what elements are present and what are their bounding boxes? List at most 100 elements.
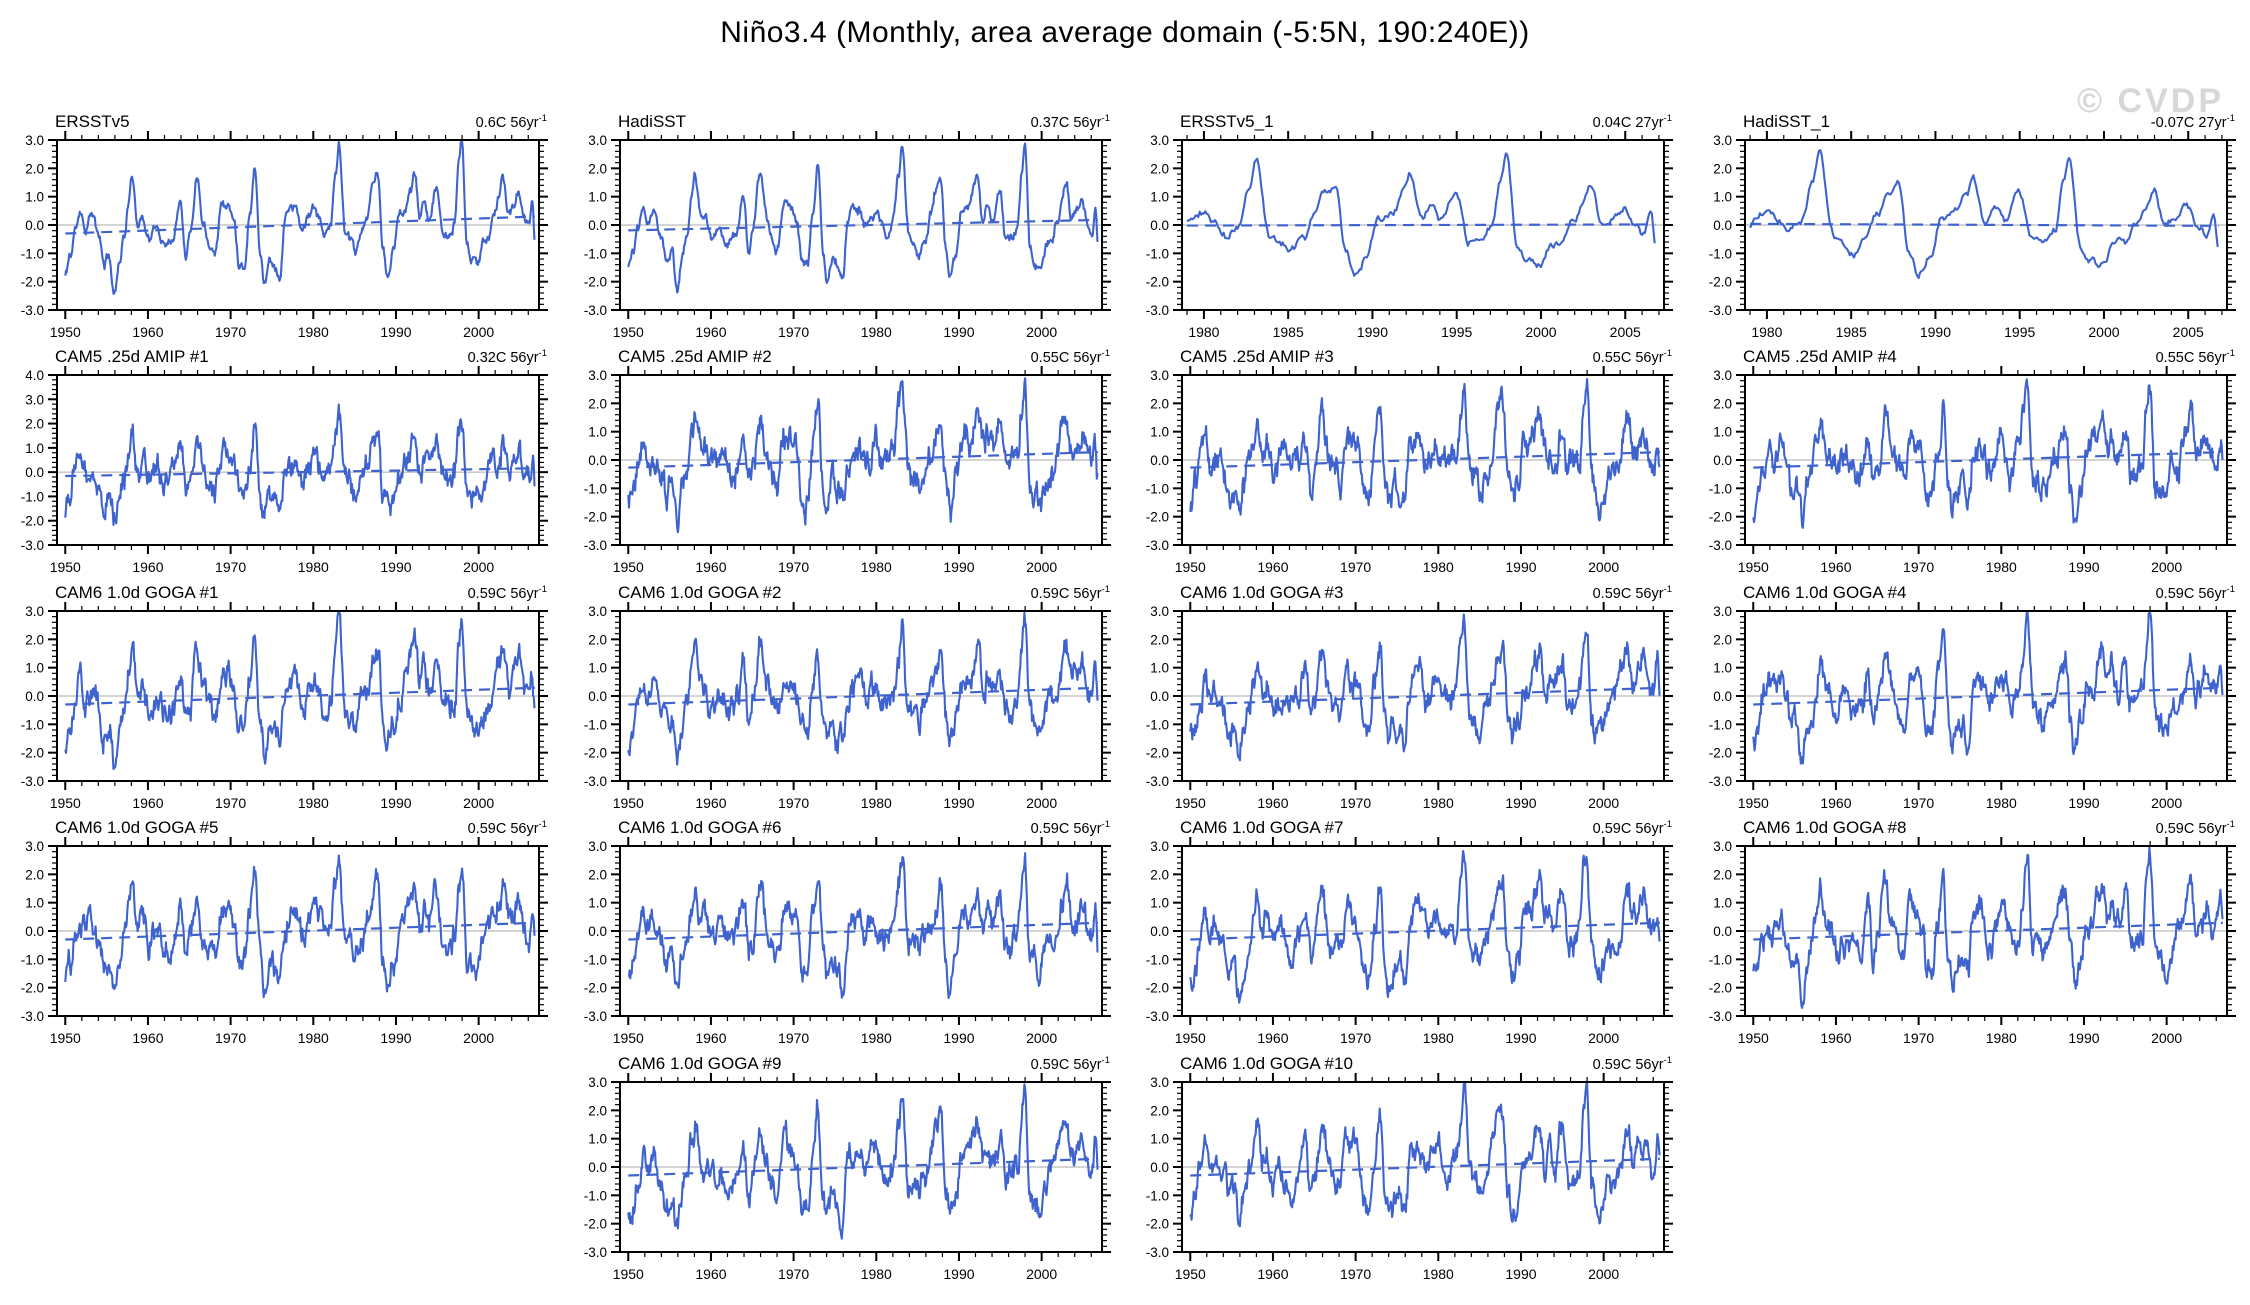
y-tick-label: -3.0	[21, 774, 44, 789]
x-tick-label: 1995	[1441, 324, 1472, 340]
y-tick-label: -3.0	[584, 774, 607, 789]
series-line	[1189, 850, 1661, 1004]
x-tick-label: 1980	[1986, 795, 2017, 811]
y-tick-label: 3.0	[1150, 1075, 1169, 1090]
plot-box	[1181, 1081, 1665, 1253]
y-tick-label: 3.0	[25, 604, 44, 619]
x-tick-label: 1980	[861, 1030, 892, 1046]
y-tick-label: 2.0	[588, 1103, 607, 1118]
y-tick-label: 1.0	[588, 425, 607, 440]
series-line	[627, 1083, 1099, 1240]
x-tick-label: 1960	[695, 324, 726, 340]
x-tick-label: 1950	[613, 1030, 644, 1046]
series-line	[1186, 152, 1656, 277]
y-tick-label: 0.0	[1713, 453, 1732, 468]
x-tick-label: 1990	[943, 795, 974, 811]
panel-title: HadiSST_1	[1743, 112, 1830, 131]
x-tick-label: 1990	[2068, 795, 2099, 811]
panel-trend-label: 0.32C 56yr-1	[468, 348, 547, 366]
chart-panel: CAM6 1.0d GOGA #8 0.59C 56yr-1 1950 1960 197…	[1709, 818, 2236, 1046]
y-tick-label: -2.0	[1146, 510, 1169, 525]
x-tick-label: 1990	[943, 1266, 974, 1282]
panel-title: CAM6 1.0d GOGA #6	[618, 818, 781, 837]
panel-trend-label: 0.59C 56yr-1	[1593, 584, 1672, 602]
y-tick-label: 2.0	[588, 396, 607, 411]
y-tick-label: 0.0	[1713, 924, 1732, 939]
y-tick-label: -2.0	[1146, 1217, 1169, 1232]
y-tick-label: 0.0	[1713, 218, 1732, 233]
y-tick-label: 2.0	[1150, 161, 1169, 176]
y-tick-label: -1.0	[584, 1188, 607, 1203]
x-tick-label: 1960	[695, 1266, 726, 1282]
series-line	[627, 377, 1099, 534]
y-tick-label: 2.0	[25, 417, 44, 432]
x-tick-label: 2000	[463, 795, 494, 811]
y-tick-label: -2.0	[1146, 746, 1169, 761]
panel-title: CAM5 .25d AMIP #3	[1180, 347, 1334, 366]
y-tick-label: -3.0	[584, 303, 607, 318]
x-tick-label: 1950	[1175, 1266, 1206, 1282]
x-tick-label: 1990	[1505, 795, 1536, 811]
panel-trend-label: 0.6C 56yr-1	[476, 113, 547, 131]
x-tick-label: 2000	[1588, 1030, 1619, 1046]
y-tick-label: -1.0	[1146, 717, 1169, 732]
panel-title: CAM6 1.0d GOGA #10	[1180, 1054, 1353, 1073]
x-tick-label: 2000	[1026, 1266, 1057, 1282]
x-tick-label: 1990	[1505, 1030, 1536, 1046]
x-tick-label: 1990	[1357, 324, 1388, 340]
x-tick-label: 1950	[50, 559, 81, 575]
y-tick-label: -1.0	[1709, 246, 1732, 261]
x-tick-label: 1980	[1423, 1030, 1454, 1046]
trend-line	[1750, 222, 2219, 227]
chart-panel: CAM6 1.0d GOGA #2 0.59C 56yr-1 1950 1960 197…	[584, 583, 1111, 811]
panel-trend-label: 0.55C 56yr-1	[2156, 348, 2235, 366]
y-tick-label: 3.0	[25, 392, 44, 407]
panel-trend-label: 0.59C 56yr-1	[1031, 584, 1110, 602]
x-tick-label: 2000	[1026, 559, 1057, 575]
y-tick-label: 2.0	[1713, 396, 1732, 411]
plot-box	[1181, 374, 1665, 546]
panel-trend-label: 0.59C 56yr-1	[1031, 819, 1110, 837]
series-line	[1189, 613, 1661, 762]
x-tick-label: 1950	[1738, 1030, 1769, 1046]
panel-trend-label: 0.55C 56yr-1	[1031, 348, 1110, 366]
y-tick-label: -3.0	[1709, 774, 1732, 789]
y-tick-label: 3.0	[25, 133, 44, 148]
panel-title: CAM5 .25d AMIP #1	[55, 347, 209, 366]
y-tick-label: 0.0	[1150, 453, 1169, 468]
x-tick-label: 2000	[1588, 559, 1619, 575]
x-tick-label: 2000	[2151, 1030, 2182, 1046]
x-tick-label: 1970	[1340, 559, 1371, 575]
x-tick-label: 1990	[943, 1030, 974, 1046]
series-line	[1189, 378, 1661, 522]
x-tick-label: 1980	[1751, 324, 1782, 340]
y-tick-label: 3.0	[1713, 839, 1732, 854]
x-tick-label: 1980	[861, 324, 892, 340]
panel-trend-label: 0.59C 56yr-1	[1031, 1055, 1110, 1073]
y-tick-label: -3.0	[21, 1009, 44, 1024]
panel-title: ERSSTv5_1	[1180, 112, 1274, 131]
series-line	[627, 611, 1099, 766]
plot-box	[619, 374, 1103, 546]
plot-box	[56, 610, 540, 782]
plot-box	[56, 139, 540, 311]
y-tick-label: 3.0	[1150, 133, 1169, 148]
y-tick-label: 1.0	[25, 441, 44, 456]
y-tick-label: -3.0	[584, 1245, 607, 1260]
x-tick-label: 1990	[2068, 1030, 2099, 1046]
x-tick-label: 2000	[2088, 324, 2119, 340]
trend-line	[1190, 450, 1660, 469]
y-tick-label: 3.0	[588, 839, 607, 854]
x-tick-label: 1970	[1340, 795, 1371, 811]
series-line	[64, 403, 536, 527]
chart-panel: ERSSTv5 0.6C 56yr-1 1950 1960 1970 1980 1990 20…	[21, 112, 548, 340]
x-tick-label: 1990	[380, 1030, 411, 1046]
plot-box	[1744, 610, 2228, 782]
y-tick-label: 0.0	[1150, 689, 1169, 704]
chart-panel: ERSSTv5_1 0.04C 27yr-1 1980 1985 1990 1995 200…	[1146, 112, 1673, 340]
plot-box	[56, 374, 540, 546]
trend-line	[628, 450, 1098, 469]
y-tick-label: 3.0	[1150, 604, 1169, 619]
chart-panel: HadiSST 0.37C 56yr-1 1950 1960 1970 1980 1990 2…	[584, 112, 1111, 340]
panel-title: CAM6 1.0d GOGA #4	[1743, 583, 1906, 602]
